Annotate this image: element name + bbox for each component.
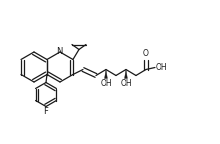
Text: N: N bbox=[56, 47, 63, 56]
Text: O: O bbox=[143, 50, 149, 58]
Polygon shape bbox=[104, 70, 107, 78]
Text: OH: OH bbox=[120, 79, 132, 89]
Text: OH: OH bbox=[156, 63, 168, 72]
Text: F: F bbox=[44, 108, 48, 116]
Polygon shape bbox=[125, 70, 127, 78]
Text: OH: OH bbox=[100, 79, 112, 89]
